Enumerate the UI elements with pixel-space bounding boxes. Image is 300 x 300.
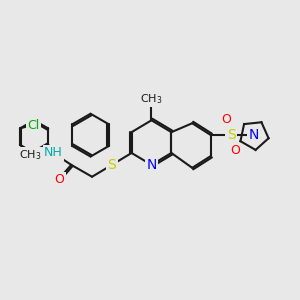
Text: N: N	[249, 128, 259, 142]
Text: CH$_3$: CH$_3$	[19, 148, 42, 162]
Text: CH$_3$: CH$_3$	[140, 92, 163, 106]
Text: O: O	[230, 144, 240, 157]
Text: O: O	[54, 173, 64, 186]
Text: NH: NH	[44, 146, 63, 160]
Text: O: O	[221, 113, 231, 126]
Text: S: S	[227, 128, 236, 142]
Text: Cl: Cl	[27, 119, 39, 132]
Text: N: N	[146, 158, 157, 172]
Text: S: S	[108, 158, 116, 172]
